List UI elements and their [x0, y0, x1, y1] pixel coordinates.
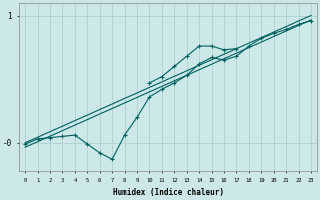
X-axis label: Humidex (Indice chaleur): Humidex (Indice chaleur) [113, 188, 224, 197]
